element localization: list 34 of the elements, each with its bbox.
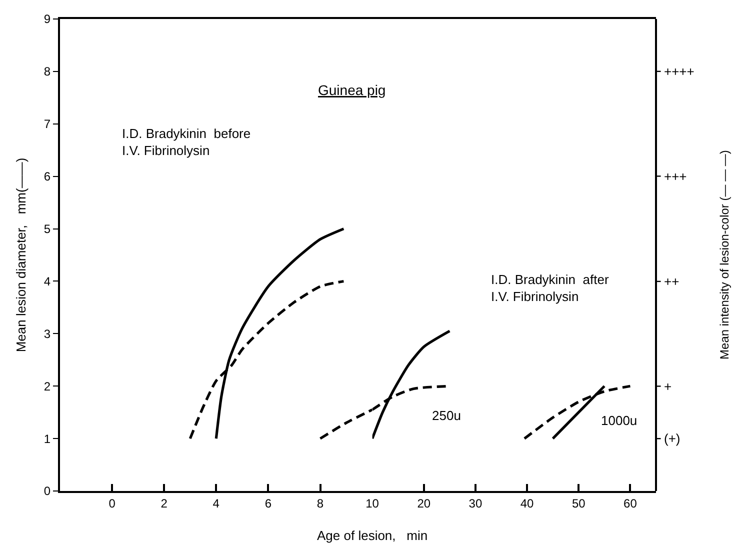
y-tick-label: 0 (44, 484, 51, 498)
text: (+) (664, 431, 680, 446)
annotation: 250u (432, 408, 461, 423)
text: ++++ (664, 64, 694, 79)
y-tick-label: 3 (44, 326, 51, 341)
y-tick-label: 1 (44, 432, 51, 446)
y2-axis-title: Mean intensity of lesion-color (— — —) (717, 150, 732, 360)
y-axis-title: Mean lesion diameter, mm(——) (13, 158, 28, 352)
x-tick-label: 4 (212, 496, 220, 510)
x-tick-label: 8 (316, 496, 324, 510)
y-tick-label: 4 (44, 274, 51, 288)
y-tick-label: 2 (44, 379, 51, 394)
y-tick-label: 9 (44, 12, 51, 26)
x-tick-label: 50 (572, 496, 586, 510)
annotation: 1000u (601, 413, 638, 428)
text: Guinea pig (318, 82, 386, 98)
y-tick-label: 7 (44, 117, 51, 132)
annotation: I.D. Bradykinin before I.V. Fibrinolysin (122, 126, 251, 158)
x-tick-label: 6 (264, 496, 272, 510)
x-tick-label: 40 (520, 496, 534, 510)
x-tick-label: 20 (417, 496, 431, 510)
x-tick-label: 60 (624, 496, 638, 510)
x-tick-label: 30 (468, 496, 482, 510)
text: + (664, 379, 672, 394)
x-tick-label: 10 (366, 496, 380, 510)
text: +++ (664, 169, 687, 184)
y-tick-label: 6 (44, 170, 51, 184)
y-tick-label: 8 (44, 64, 51, 79)
x-tick-label: 0 (108, 496, 116, 510)
annotation: I.D. Bradykinin after I.V. Fibrinolysin (491, 272, 610, 304)
y-tick-label: 5 (44, 222, 51, 236)
text: ++ (664, 274, 680, 289)
x-axis-title: Age of lesion, min (317, 528, 428, 543)
x-tick-label: 2 (160, 496, 168, 510)
